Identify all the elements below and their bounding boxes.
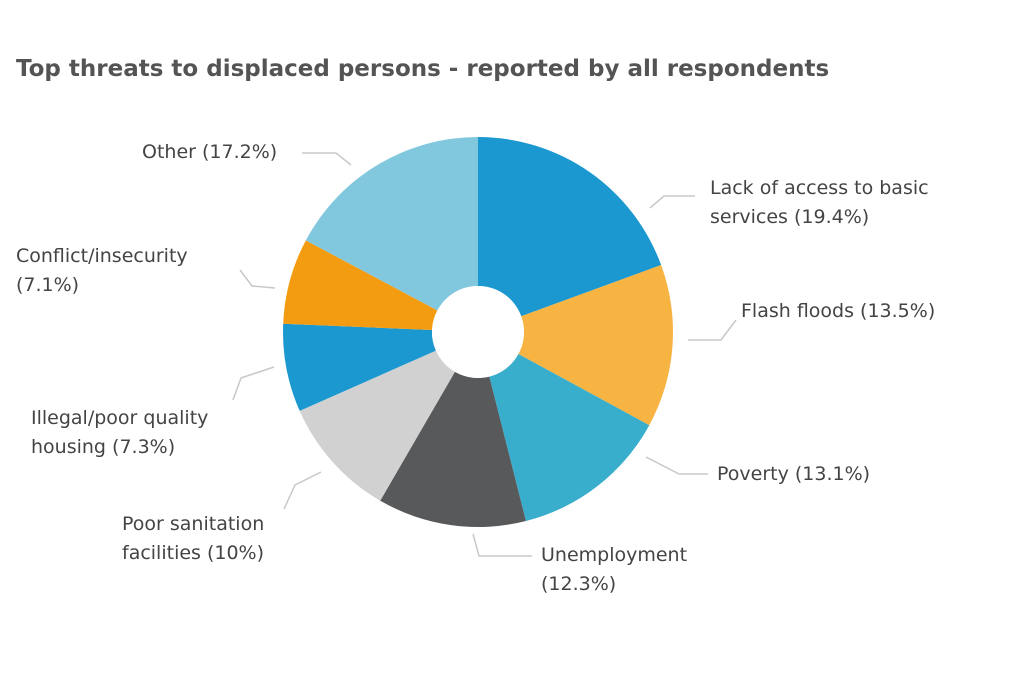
donut-hole <box>432 286 524 378</box>
pie-slice-unemployment <box>380 371 526 527</box>
leader-line <box>472 533 532 557</box>
slice-label: Other (17.2%) <box>142 138 277 167</box>
leader-line <box>302 152 352 166</box>
pie-slice-poverty <box>489 353 650 522</box>
slice-label-line: Illegal/poor quality <box>31 407 209 429</box>
slice-label-line: Unemployment <box>541 544 688 566</box>
slice-label: Unemployment (12.3%) <box>541 541 687 599</box>
slice-label: Poverty (13.1%) <box>717 460 870 489</box>
slice-label: Flash floods (13.5%) <box>741 297 935 326</box>
leader-line <box>239 269 276 289</box>
pie-slice-poor-sanitation-facilities <box>299 350 455 501</box>
leader-line <box>283 471 322 510</box>
pie-slice-illegal-poor-quality-housing <box>283 323 436 411</box>
slice-label-line: Flash floods (13.5%) <box>741 300 936 322</box>
slice-label-line: Lack of access to basic <box>710 177 929 199</box>
leader-line <box>232 366 275 401</box>
leader-line <box>645 456 708 475</box>
leader-line <box>649 195 695 209</box>
pie-slice-lack-of-access-to-basic-services <box>478 137 662 317</box>
slice-label: Poor sanitation facilities (10%) <box>122 510 264 568</box>
slice-label-line: services (19.4%) <box>710 206 870 228</box>
chart-title: Top threats to displaced persons - repor… <box>16 56 830 82</box>
slice-label-line: Poor sanitation <box>122 513 265 535</box>
slice-label-line: housing (7.3%) <box>31 436 176 458</box>
slice-label: Illegal/poor quality housing (7.3%) <box>31 404 208 462</box>
slice-label-line: (12.3%) <box>541 573 617 595</box>
slice-label-line: Conflict/insecurity <box>16 245 188 267</box>
pie-slice-conflict-insecurity <box>283 240 438 331</box>
pie-slice-other <box>305 137 478 311</box>
slice-label: Conflict/insecurity (7.1%) <box>16 242 188 300</box>
slice-label-line: Poverty (13.1%) <box>717 463 871 485</box>
leader-line <box>688 319 737 341</box>
slice-label: Lack of access to basic services (19.4%) <box>710 174 929 232</box>
slice-label-line: Other (17.2%) <box>142 141 278 163</box>
slice-label-line: facilities (10%) <box>122 542 265 564</box>
slice-label-line: (7.1%) <box>16 274 80 296</box>
pie-slice-flash-floods <box>518 265 673 426</box>
